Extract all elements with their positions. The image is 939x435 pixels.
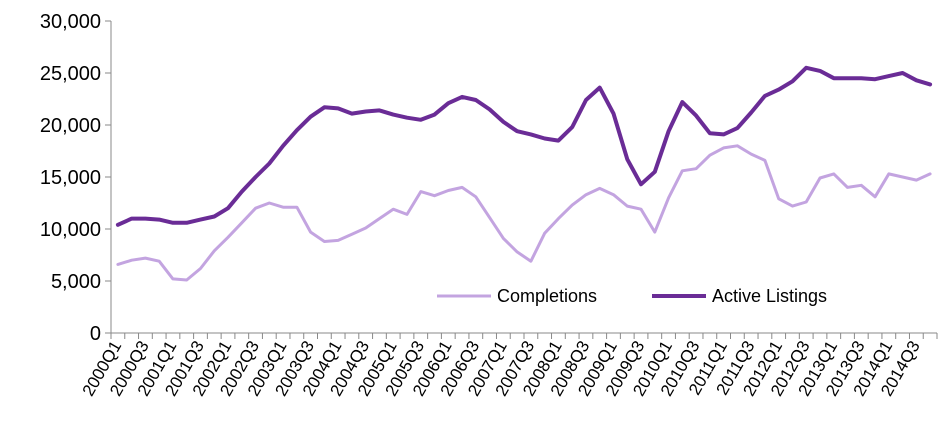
- legend: Completions Active Listings: [437, 286, 827, 306]
- legend-label-active-listings: Active Listings: [712, 286, 827, 306]
- y-axis: 0 5,000 10,000 15,000 20,000 25,000 30,000: [40, 11, 112, 345]
- y-tick-label: 25,000: [40, 63, 101, 85]
- series-lines: [115, 65, 933, 282]
- series-line-active-listings: [115, 65, 933, 227]
- y-tick-label: 20,000: [40, 115, 101, 137]
- y-tick-label: 30,000: [40, 11, 101, 33]
- y-tick-label: 15,000: [40, 167, 101, 189]
- y-tick-label: 5,000: [51, 271, 101, 293]
- series-line-completions: [116, 144, 932, 282]
- legend-label-completions: Completions: [497, 286, 597, 306]
- y-tick-label: 10,000: [40, 219, 101, 241]
- y-tick-label: 0: [90, 323, 101, 345]
- x-axis: 2000Q12000Q32001Q12001Q32002Q12002Q32003…: [79, 332, 938, 399]
